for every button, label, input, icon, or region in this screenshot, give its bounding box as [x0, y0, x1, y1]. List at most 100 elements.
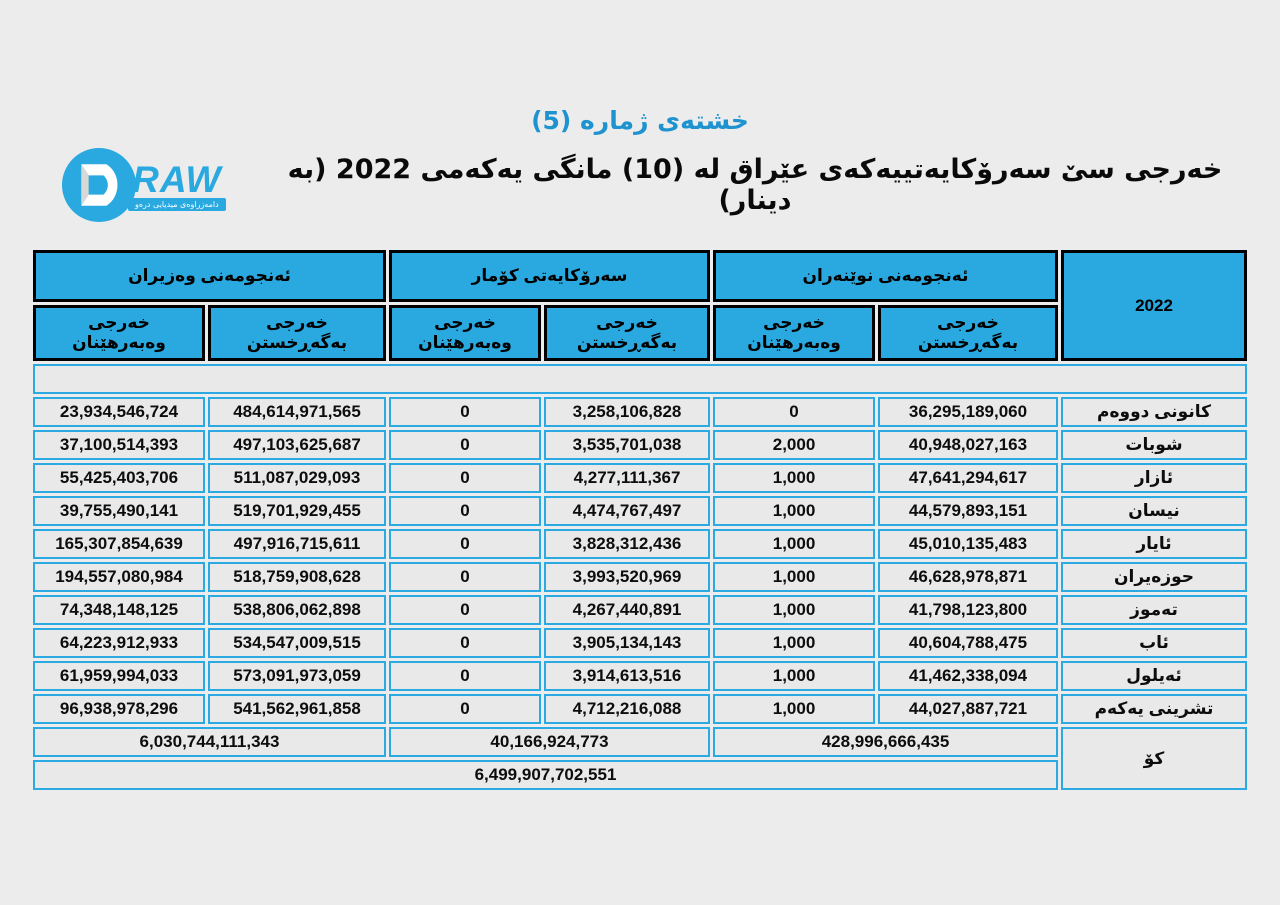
table-row: نیسان 44,579,893,151 1,000 4,474,767,497 0 51… [33, 496, 1248, 526]
table-row: ئەیلول 41,462,338,094 1,000 3,914,613,516 0 5… [33, 661, 1248, 691]
group-header-representatives: ئەنجومەنی نوێنەران [713, 250, 1059, 302]
ministers-operating-cell: 541,562,961,858 [208, 694, 386, 724]
month-cell: ئاب [1061, 628, 1248, 658]
header-divider [33, 364, 1248, 394]
ministers-operating-cell: 484,614,971,565 [208, 397, 386, 427]
representatives-investment-cell: 1,000 [713, 661, 876, 691]
total-label-cell: کۆ [1061, 727, 1248, 790]
ministers-investment-cell: 74,348,148,125 [33, 595, 205, 625]
draw-logo-raw-text: RAW [132, 159, 222, 200]
ministers-investment-cell: 96,938,978,296 [33, 694, 205, 724]
draw-logo: RAW دامەزراوەی میدیایی درەو [62, 148, 240, 222]
table-row: ئازار 47,641,294,617 1,000 4,277,111,367 0 51… [33, 463, 1248, 493]
republic-investment-cell: 0 [389, 562, 542, 592]
month-cell: ئازار [1061, 463, 1248, 493]
table-row: حوزەیران 46,628,978,871 1,000 3,993,520,969… [33, 562, 1248, 592]
republic-operating-cell: 3,993,520,969 [544, 562, 711, 592]
republic-operating-cell: 4,267,440,891 [544, 595, 711, 625]
republic-operating-cell: 3,905,134,143 [544, 628, 711, 658]
table-row: شوبات 40,948,027,163 2,000 3,535,701,038 0 49… [33, 430, 1248, 460]
draw-logo-d-icon [62, 148, 136, 222]
ministers-operating-cell: 497,916,715,611 [208, 529, 386, 559]
ministers-investment-cell: 39,755,490,141 [33, 496, 205, 526]
republic-operating-cell: 4,277,111,367 [544, 463, 711, 493]
month-cell: ئەیلول [1061, 661, 1248, 691]
representatives-investment-cell: 0 [713, 397, 876, 427]
representatives-operating-cell: 47,641,294,617 [878, 463, 1059, 493]
ministers-operating-cell: 534,547,009,515 [208, 628, 386, 658]
representatives-investment-cell: 2,000 [713, 430, 876, 460]
representatives-operating-cell: 36,295,189,060 [878, 397, 1059, 427]
ministers-investment-cell: 165,307,854,639 [33, 529, 205, 559]
republic-total-cell: 40,166,924,773 [389, 727, 711, 757]
table-row: تشرینی یەکەم 44,027,887,721 1,000 4,712,216… [33, 694, 1248, 724]
representatives-investment-cell: 1,000 [713, 529, 876, 559]
month-cell: شوبات [1061, 430, 1248, 460]
representatives-investment-cell: 1,000 [713, 595, 876, 625]
republic-investment-cell: 0 [389, 628, 542, 658]
totals-row: کۆ 428,996,666,435 40,166,924,773 6,030,… [33, 727, 1248, 790]
ministers-operating-cell: 518,759,908,628 [208, 562, 386, 592]
subheader-representatives-investment: خەرجی وەبەرهێنان [713, 305, 876, 361]
representatives-operating-cell: 41,798,123,800 [878, 595, 1059, 625]
group-header-republic: سەرۆکایەتی کۆمار [389, 250, 711, 302]
republic-investment-cell: 0 [389, 694, 542, 724]
republic-operating-cell: 4,712,216,088 [544, 694, 711, 724]
table-row: ئاب 40,604,788,475 1,000 3,905,134,143 0 534,… [33, 628, 1248, 658]
ministers-investment-cell: 194,557,080,984 [33, 562, 205, 592]
representatives-investment-cell: 1,000 [713, 628, 876, 658]
republic-operating-cell: 3,914,613,516 [544, 661, 711, 691]
representatives-operating-cell: 40,948,027,163 [878, 430, 1059, 460]
month-cell: حوزەیران [1061, 562, 1248, 592]
grand-total-row: 6,499,907,702,551 [33, 760, 1247, 790]
representatives-operating-cell: 45,010,135,483 [878, 529, 1059, 559]
table-header: 2022 ئەنجومەنی نوێنەران سەرۆکایەتی کۆمار… [33, 250, 1248, 394]
representatives-operating-cell: 46,628,978,871 [878, 562, 1059, 592]
table-row: تەموز 41,798,123,800 1,000 4,267,440,891 0 53… [33, 595, 1248, 625]
header-row: RAW دامەزراوەی میدیایی درەو خەرجی سێ سەر… [0, 143, 1280, 227]
republic-investment-cell: 0 [389, 529, 542, 559]
month-cell: نیسان [1061, 496, 1248, 526]
republic-investment-cell: 0 [389, 430, 542, 460]
expenses-table: 2022 ئەنجومەنی نوێنەران سەرۆکایەتی کۆمار… [30, 247, 1250, 793]
ministers-operating-cell: 497,103,625,687 [208, 430, 386, 460]
month-cell: ئایار [1061, 529, 1248, 559]
representatives-operating-cell: 41,462,338,094 [878, 661, 1059, 691]
ministers-total-cell: 6,030,744,111,343 [33, 727, 386, 757]
republic-operating-cell: 4,474,767,497 [544, 496, 711, 526]
grand-total-cell: 6,499,907,702,551 [33, 760, 1059, 790]
month-cell: کانونی دووەم [1061, 397, 1248, 427]
ministers-operating-cell: 519,701,929,455 [208, 496, 386, 526]
representatives-operating-cell: 44,579,893,151 [878, 496, 1059, 526]
republic-operating-cell: 3,535,701,038 [544, 430, 711, 460]
group-header-ministers: ئەنجومەنی وەزیران [33, 250, 386, 302]
representatives-investment-cell: 1,000 [713, 562, 876, 592]
page-title: خشتەی ژمارە (5) [531, 106, 749, 135]
table-row: ئایار 45,010,135,483 1,000 3,828,312,436 0 49… [33, 529, 1248, 559]
expenses-table-wrapper: 2022 ئەنجومەنی نوێنەران سەرۆکایەتی کۆمار… [30, 247, 1250, 793]
subheader-ministers-operating: خەرجی بەگەڕخستن [208, 305, 386, 361]
ministers-investment-cell: 37,100,514,393 [33, 430, 205, 460]
republic-investment-cell: 0 [389, 661, 542, 691]
table-body: کانونی دووەم 36,295,189,060 0 3,258,106,828… [33, 397, 1248, 724]
subheader-republic-investment: خەرجی وەبەرهێنان [389, 305, 542, 361]
subheader-republic-operating: خەرجی بەگەڕخستن [544, 305, 711, 361]
republic-operating-cell: 3,828,312,436 [544, 529, 711, 559]
republic-investment-cell: 0 [389, 397, 542, 427]
ministers-operating-cell: 538,806,062,898 [208, 595, 386, 625]
month-cell: تەموز [1061, 595, 1248, 625]
republic-operating-cell: 3,258,106,828 [544, 397, 711, 427]
ministers-investment-cell: 64,223,912,933 [33, 628, 205, 658]
month-cell: تشرینی یەکەم [1061, 694, 1248, 724]
republic-investment-cell: 0 [389, 595, 542, 625]
representatives-operating-cell: 44,027,887,721 [878, 694, 1059, 724]
ministers-operating-cell: 511,087,029,093 [208, 463, 386, 493]
republic-investment-cell: 0 [389, 463, 542, 493]
table-row: کانونی دووەم 36,295,189,060 0 3,258,106,828… [33, 397, 1248, 427]
draw-logo-text: RAW دامەزراوەی میدیایی درەو [128, 159, 226, 211]
table-totals: کۆ 428,996,666,435 40,166,924,773 6,030,… [33, 727, 1248, 790]
ministers-operating-cell: 573,091,973,059 [208, 661, 386, 691]
republic-investment-cell: 0 [389, 496, 542, 526]
ministers-investment-cell: 61,959,994,033 [33, 661, 205, 691]
